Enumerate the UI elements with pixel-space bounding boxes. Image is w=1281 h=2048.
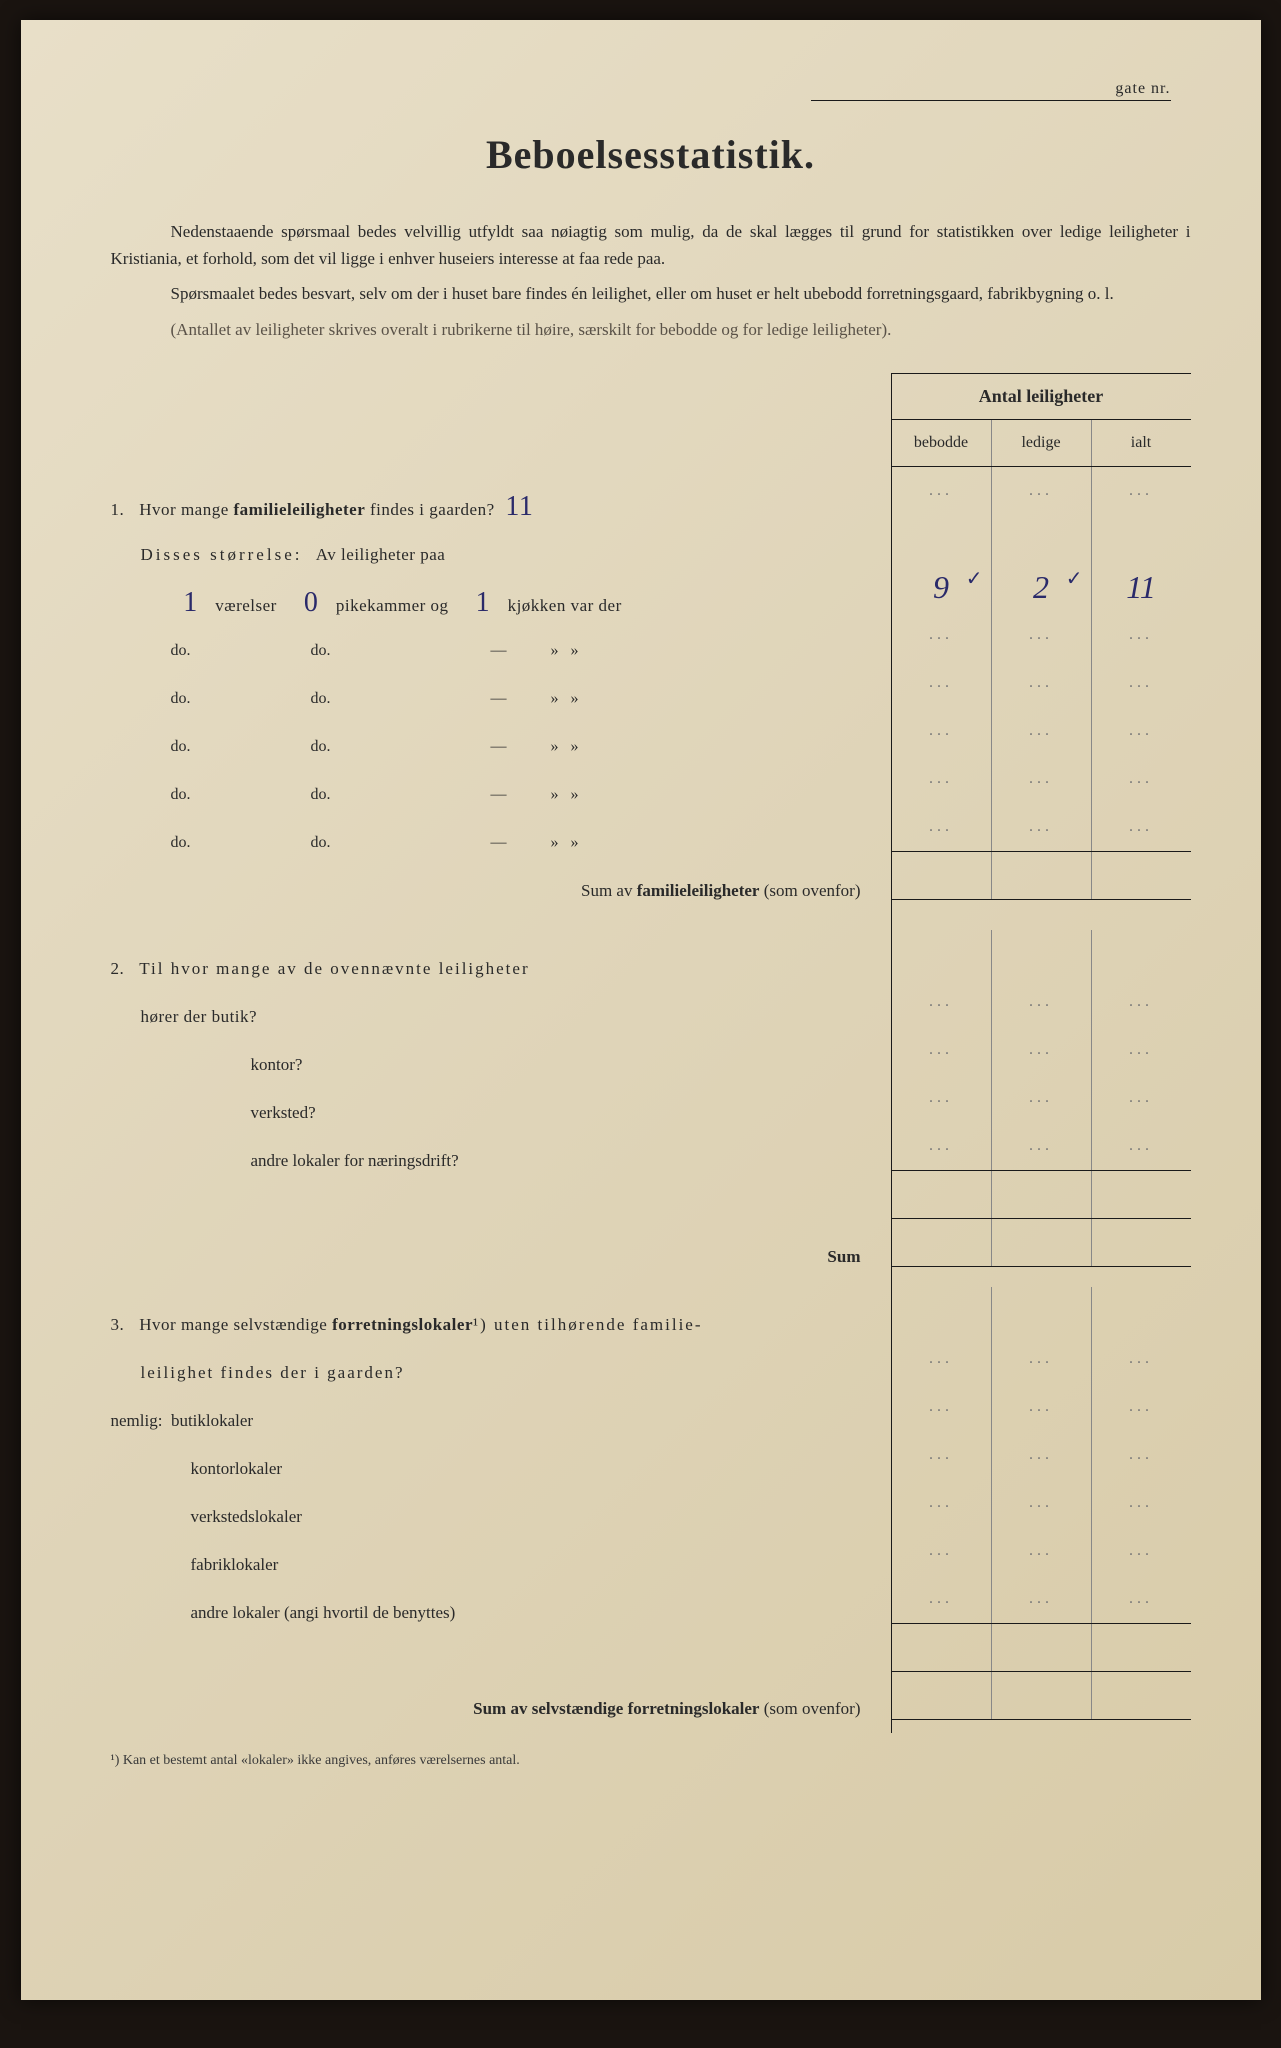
table-row-filled: 9✓ 2✓ 11 <box>892 563 1191 611</box>
question-3: 3. Hvor mange selvstændige forretningslo… <box>111 1301 871 1349</box>
table-row: ......... <box>892 1431 1191 1479</box>
q3-nemlig: nemlig: butiklokaler <box>111 1397 871 1445</box>
table-row: ......... <box>892 803 1191 851</box>
footnote: ¹) Kan et bestemt antal «lokaler» ikke a… <box>111 1753 1191 1769</box>
table-row: ......... <box>892 707 1191 755</box>
table-row <box>892 515 1191 563</box>
main-form-area: 1. Hvor mange familieleiligheter findes … <box>111 373 1191 1733</box>
q2-sum: Sum <box>111 1233 871 1281</box>
table-row: ......... <box>892 978 1191 1026</box>
table-row: ......... <box>892 1335 1191 1383</box>
q3-sub-fabrik: fabriklokaler <box>111 1541 871 1589</box>
table-row <box>892 1623 1191 1671</box>
q3-sub-kontor: kontorlokaler <box>111 1445 871 1493</box>
table-row: ......... <box>892 1074 1191 1122</box>
col-ialt: ialt <box>1092 420 1191 466</box>
q1-do-row: do.do.—» » <box>111 723 871 771</box>
table-row <box>892 1287 1191 1335</box>
q1-row-1: 1 værelser 0 pikekammer og 1 kjøkken var… <box>111 579 871 627</box>
table-row: ......... <box>892 467 1191 515</box>
q1-size-label: Disses størrelse: Av leiligheter paa <box>111 531 871 579</box>
counts-table: Antal leiligheter bebodde ledige ialt ..… <box>891 373 1191 1733</box>
table-row <box>892 930 1191 978</box>
intro-paragraph-1: Nedenstaaende spørsmaal bedes velvillig … <box>111 218 1191 272</box>
question-1: 1. Hvor mange familieleiligheter findes … <box>111 483 871 531</box>
intro-paragraph-3: (Antallet av leiligheter skrives overalt… <box>111 316 1191 343</box>
questions-column: 1. Hvor mange familieleiligheter findes … <box>111 373 891 1733</box>
table-row: ......... <box>892 1527 1191 1575</box>
q1-sum: Sum av familieleiligheter (som ovenfor) <box>111 867 871 915</box>
table-row: ......... <box>892 755 1191 803</box>
table-row <box>892 1170 1191 1218</box>
q3-sub-verksted: verkstedslokaler <box>111 1493 871 1541</box>
gate-label: gate nr. <box>811 80 1171 101</box>
handwritten-total: 11 <box>499 483 539 531</box>
table-row-sum <box>892 851 1191 899</box>
q1-do-row: do.do.—» » <box>111 819 871 867</box>
table-row: ......... <box>892 1026 1191 1074</box>
table-header-main: Antal leiligheter <box>892 373 1191 420</box>
q1-do-row: do.do.—» » <box>111 627 871 675</box>
table-row-sum <box>892 1671 1191 1719</box>
q2-sub-kontor: kontor? <box>111 1041 871 1089</box>
table-row: ......... <box>892 1575 1191 1623</box>
q3-sum: Sum av selvstændige forretningslokaler (… <box>111 1685 871 1733</box>
col-bebodde: bebodde <box>892 420 992 466</box>
q3-line2: leilighet findes der i gaarden? <box>111 1349 871 1397</box>
table-row-sum <box>892 1218 1191 1266</box>
page-title: Beboelsesstatistik. <box>111 131 1191 178</box>
q2-sub-andre: andre lokaler for næringsdrift? <box>111 1137 871 1185</box>
q2-sub-butik: hører der butik? <box>111 993 871 1041</box>
gate-number-field: gate nr. <box>111 80 1171 101</box>
document-page: gate nr. Beboelsesstatistik. Nedenstaaen… <box>21 20 1261 2000</box>
q2-sub-verksted: verksted? <box>111 1089 871 1137</box>
table-subheader: bebodde ledige ialt <box>892 420 1191 467</box>
table-row: ......... <box>892 659 1191 707</box>
intro-paragraph-2: Spørsmaalet bedes besvart, selv om der i… <box>111 280 1191 307</box>
q1-do-row: do.do.—» » <box>111 771 871 819</box>
table-row: ......... <box>892 611 1191 659</box>
table-row: ......... <box>892 1479 1191 1527</box>
table-row: ......... <box>892 1383 1191 1431</box>
question-2: 2. Til hvor mange av de ovennævnte leili… <box>111 945 871 993</box>
q3-sub-andre: andre lokaler (angi hvortil de benyttes) <box>111 1589 871 1637</box>
table-row: ......... <box>892 1122 1191 1170</box>
col-ledige: ledige <box>992 420 1092 466</box>
q1-do-row: do.do.—» » <box>111 675 871 723</box>
